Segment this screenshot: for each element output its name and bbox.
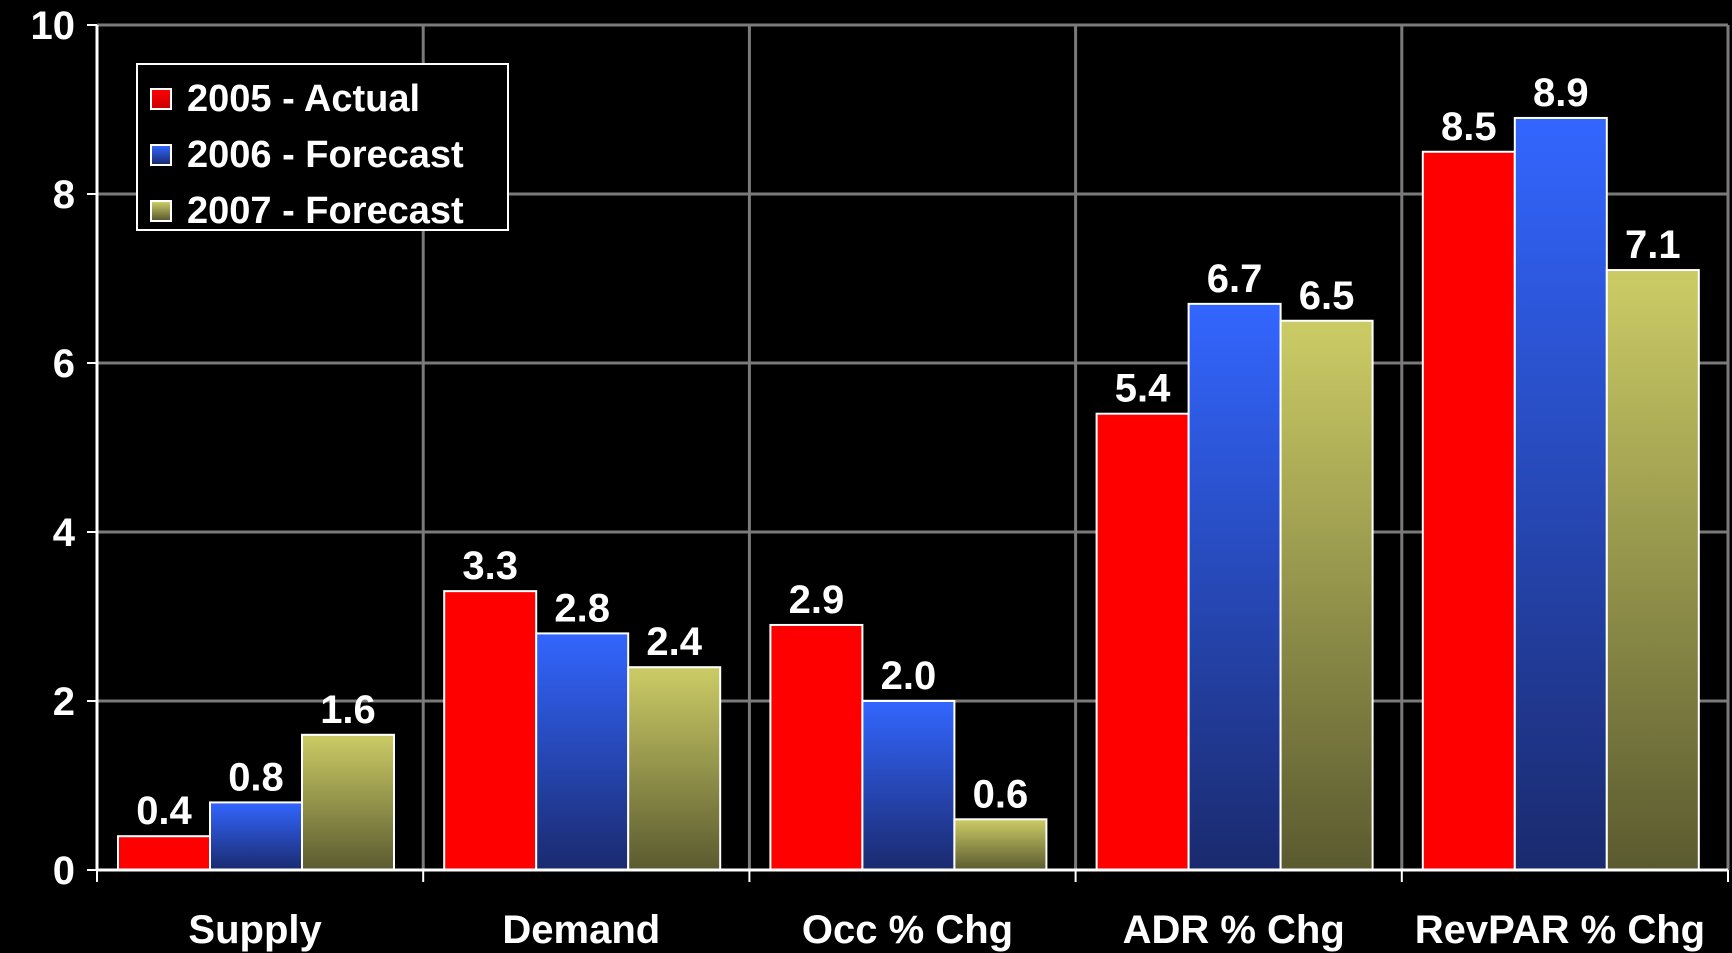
legend-swatch-2005-actual	[150, 88, 172, 110]
data-label: 6.7	[1207, 257, 1263, 301]
data-label: 2.4	[646, 620, 702, 664]
legend-item-2006-forecast: 2006 - Forecast	[138, 127, 507, 183]
data-label: 1.6	[320, 688, 376, 732]
legend-label: 2006 - Forecast	[187, 133, 464, 176]
data-label: 3.3	[462, 544, 518, 588]
data-label: 2.0	[881, 654, 937, 698]
bar	[769, 623, 864, 872]
data-label: 8.5	[1441, 105, 1497, 149]
bar	[953, 818, 1048, 871]
y-tick-label: 0	[53, 849, 75, 893]
y-tick-label: 6	[53, 342, 75, 386]
bar	[627, 666, 722, 872]
bar	[861, 700, 956, 871]
legend-label: 2005 - Actual	[187, 77, 421, 120]
data-label: 0.4	[136, 789, 192, 833]
data-label: 5.4	[1115, 367, 1171, 411]
legend-item-2005-actual: 2005 - Actual	[138, 71, 507, 127]
bar	[443, 590, 538, 872]
bar	[301, 733, 395, 871]
legend-label: 2007 - Forecast	[187, 189, 464, 232]
bar	[209, 801, 303, 872]
data-label: 2.8	[554, 586, 610, 630]
legend-swatch-2007-forecast	[150, 200, 172, 222]
bar	[1605, 269, 1700, 871]
data-label: 0.6	[973, 772, 1029, 816]
y-tick-label: 10	[31, 4, 76, 48]
bar	[1421, 150, 1516, 871]
bar	[1513, 116, 1608, 871]
x-tick-label: Supply	[188, 908, 322, 952]
legend-item-2007-forecast: 2007 - Forecast	[138, 183, 507, 239]
y-tick-label: 4	[53, 511, 76, 555]
x-tick-label: RevPAR % Chg	[1415, 908, 1705, 952]
y-tick-label: 8	[53, 173, 75, 217]
bar	[117, 835, 211, 872]
bar	[1187, 302, 1282, 872]
data-label: 2.9	[789, 578, 845, 622]
legend-swatch-2006-forecast	[150, 144, 172, 166]
x-tick-label: ADR % Chg	[1123, 908, 1345, 952]
x-tick-label: Demand	[502, 908, 660, 952]
x-tick-label: Occ % Chg	[802, 908, 1013, 952]
bar	[535, 632, 630, 872]
legend: 2005 - Actual 2006 - Forecast 2007 - For…	[136, 63, 509, 232]
data-label: 0.8	[228, 755, 284, 799]
bar	[1095, 412, 1190, 871]
data-label: 7.1	[1625, 223, 1681, 267]
data-label: 6.5	[1299, 274, 1355, 318]
y-tick-label: 2	[53, 680, 75, 724]
bar	[1279, 319, 1374, 871]
data-label: 8.9	[1533, 71, 1589, 115]
